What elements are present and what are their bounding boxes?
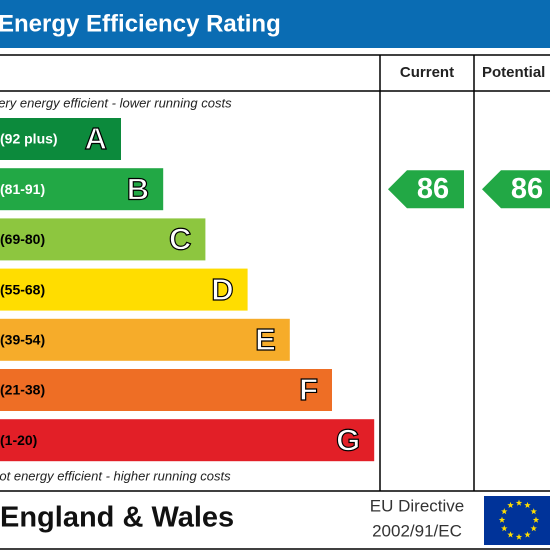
star bbox=[501, 525, 508, 532]
star bbox=[524, 501, 531, 509]
band-range: (39-54) bbox=[0, 332, 45, 348]
star bbox=[507, 501, 514, 509]
band-bar bbox=[0, 318, 290, 361]
band-bar bbox=[0, 419, 375, 462]
title-bar bbox=[0, 0, 550, 48]
band-bar bbox=[0, 268, 248, 311]
band-bar bbox=[0, 369, 332, 411]
star bbox=[515, 533, 523, 540]
band-range: (92 plus) bbox=[0, 131, 58, 147]
rating-value: 86 bbox=[511, 173, 543, 205]
column-header: Potential bbox=[482, 64, 545, 81]
band-range: (21-38) bbox=[0, 382, 45, 398]
rating-arrow bbox=[388, 170, 464, 209]
band-range: (1-20) bbox=[0, 432, 37, 448]
title: Energy Efficiency Rating bbox=[0, 10, 281, 37]
star bbox=[507, 531, 514, 538]
star bbox=[532, 516, 540, 523]
band-bar bbox=[0, 218, 206, 261]
star bbox=[501, 508, 508, 515]
top-note: Very energy efficient - lower running co… bbox=[0, 95, 232, 110]
star bbox=[530, 508, 537, 515]
band-letter: C bbox=[169, 222, 191, 257]
band-bar bbox=[0, 168, 164, 211]
band-letter: E bbox=[255, 322, 276, 357]
band-bar bbox=[0, 118, 121, 160]
directive: EU Directive bbox=[370, 496, 464, 515]
rating-arrow bbox=[482, 170, 550, 209]
band-letter: B bbox=[127, 171, 149, 206]
directive: 2002/91/EC bbox=[372, 521, 462, 540]
star bbox=[515, 499, 523, 506]
band-letter: D bbox=[211, 272, 233, 307]
rating-value: 86 bbox=[417, 173, 449, 205]
star bbox=[530, 525, 537, 532]
bottom-note: Not energy efficient - higher running co… bbox=[0, 468, 231, 483]
band-range: (69-80) bbox=[0, 231, 45, 247]
star bbox=[498, 516, 506, 523]
band-letter: G bbox=[336, 422, 360, 457]
star bbox=[524, 531, 531, 538]
column-header: Current bbox=[400, 64, 454, 81]
eu-stars bbox=[498, 499, 540, 540]
band-range: (81-91) bbox=[0, 181, 45, 197]
country: England & Wales bbox=[0, 502, 234, 534]
eu-flag bbox=[484, 496, 550, 545]
band-range: (55-68) bbox=[0, 281, 45, 297]
band-letter: A bbox=[85, 121, 107, 156]
band-letter: F bbox=[299, 372, 318, 407]
